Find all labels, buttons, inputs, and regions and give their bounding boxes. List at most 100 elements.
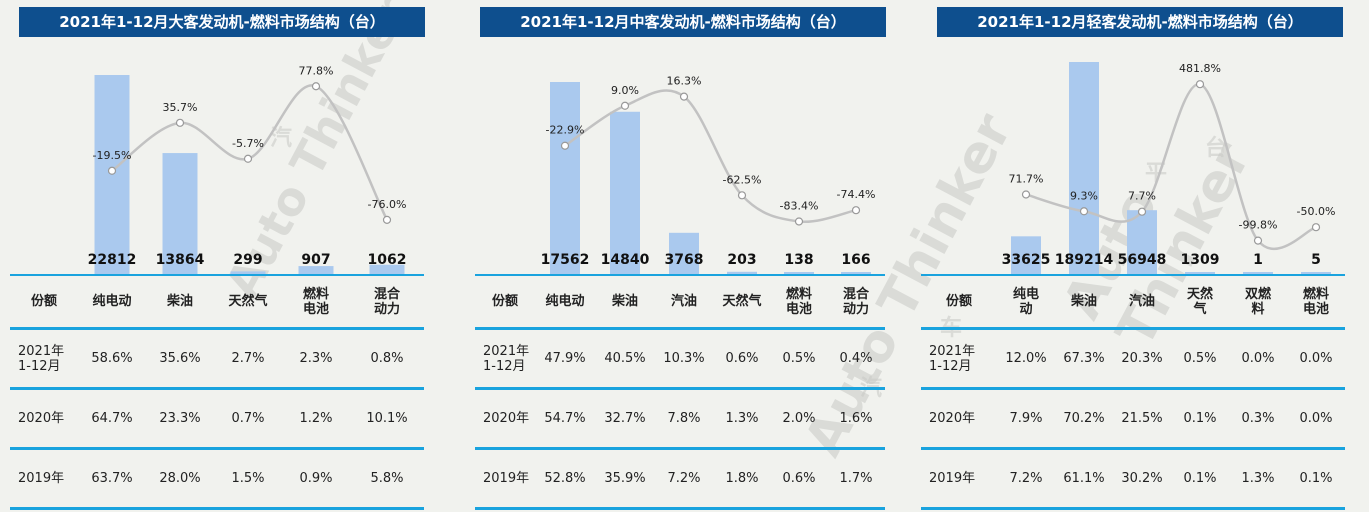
table-header-cell: 天然气 [1171,274,1229,330]
table-cell: 1.8% [713,448,771,510]
table-header-cell: 柴油 [146,274,214,330]
table-cell: 30.2% [1113,448,1171,510]
bar [1243,272,1273,274]
table-cell: 70.2% [1055,388,1113,450]
growth-label: 16.3% [667,75,702,88]
table-cell: 7.2% [997,448,1055,510]
table-header-cell: 份额 [475,274,535,330]
table-cell: 1.3% [713,388,771,450]
table-row: 2019年 63.7% 28.0% 1.5% 0.9% 5.8% [10,448,424,510]
table-row: 2021年 1-12月 12.0% 67.3% 20.3% 0.5% 0.0% 0.0% [921,328,1345,390]
table-row: 2021年 1-12月 47.9% 40.5% 10.3% 0.6% 0.5% 0.4% [475,328,885,390]
table-header-row: 份额 纯电动 柴油 汽油 天然气 燃料 电池 混合 动力 [475,274,885,330]
growth-label: -62.5% [723,173,762,186]
table-header-cell: 份额 [10,274,78,330]
bar [841,272,871,274]
bar [550,82,580,274]
bar [230,271,266,274]
growth-point [1021,190,1031,199]
growth-label: -99.8% [1239,219,1278,232]
value-label: 1062 [368,252,407,268]
table-cell: 58.6% [78,328,146,390]
growth-point [737,191,747,200]
table-cell: 40.5% [595,328,655,390]
table-row: 2021年 1-12月 58.6% 35.6% 2.7% 2.3% 0.8% [10,328,424,390]
table-header-cell: 燃料 电池 [771,274,827,330]
value-label: 56948 [1118,252,1167,268]
table-cell: 0.1% [1171,388,1229,450]
table-cell: 1.5% [214,448,282,510]
row-label: 2021年 1-12月 [475,328,535,390]
table-cell: 54.7% [535,388,595,450]
growth-point [679,92,689,101]
growth-point [382,215,392,224]
growth-label: -76.0% [368,198,407,211]
panel-title: 2021年1-12月中客发动机-燃料市场结构（台） [480,7,886,37]
value-label: 13864 [156,252,205,268]
table-cell: 0.6% [771,448,827,510]
table-header-cell: 柴油 [595,274,655,330]
growth-point [1137,207,1147,216]
table-cell: 35.9% [595,448,655,510]
growth-label: -50.0% [1297,205,1336,218]
table-cell: 7.2% [655,448,713,510]
bar [162,153,198,274]
table-cell: 1.2% [282,388,350,450]
table-cell: 63.7% [78,448,146,510]
bar [1185,272,1215,274]
table-row: 2019年 7.2% 61.1% 30.2% 0.1% 1.3% 0.1% [921,448,1345,510]
table-header-cell: 汽油 [655,274,713,330]
value-label: 189214 [1055,252,1114,268]
panel-title: 2021年1-12月大客发动机-燃料市场结构（台） [19,7,425,37]
table-cell: 67.3% [1055,328,1113,390]
growth-label: 35.7% [163,101,198,114]
row-label: 2019年 [475,448,535,510]
growth-label: -5.7% [232,137,264,150]
growth-label: -22.9% [546,124,585,137]
table-header-cell: 纯电动 [78,274,146,330]
table-cell: 0.1% [1171,448,1229,510]
value-label: 5 [1311,252,1321,268]
panel-large-bus: 2021年1-12月大客发动机-燃料市场结构（台） -19.5% 22812 35.… [0,0,430,512]
bar [1069,62,1099,274]
growth-point [311,82,321,91]
bar [1011,236,1041,274]
table-header-row: 份额 纯电动柴油 汽油 天然气双燃料燃料 电池 [921,274,1345,330]
growth-point [1311,223,1321,232]
table-cell: 2.3% [282,328,350,390]
table-cell: 20.3% [1113,328,1171,390]
table-cell: 64.7% [78,388,146,450]
growth-line [111,84,389,221]
table-row: 2020年 54.7% 32.7% 7.8% 1.3% 2.0% 1.6% [475,388,885,450]
table-header-cell: 燃料 电池 [282,274,350,330]
table-cell: 0.9% [282,448,350,510]
table-header-cell: 天然气 [713,274,771,330]
table-cell: 12.0% [997,328,1055,390]
table-cell: 52.8% [535,448,595,510]
growth-label: 9.0% [611,84,639,97]
growth-point [1079,207,1089,216]
table-cell: 0.4% [827,328,885,390]
growth-point [560,141,570,150]
growth-label: 481.8% [1179,62,1221,75]
table-header-row: 份额 纯电动 柴油 天然气 燃料 电池 混合 动力 [10,274,424,330]
row-label: 2020年 [475,388,535,450]
chart-medium-bus: -22.9% 17562 9.0% 14840 16.3% 3768 -62.5% 203 -8… [541,75,875,275]
table-cell: 7.9% [997,388,1055,450]
row-label: 2019年 [10,448,78,510]
row-label: 2021年 1-12月 [921,328,997,390]
growth-point [794,217,804,226]
growth-point [107,166,117,175]
value-label: 138 [784,252,813,268]
value-label: 203 [727,252,756,268]
growth-point [1253,236,1263,245]
table-cell: 0.8% [350,328,424,390]
panel-medium-bus: 2021年1-12月中客发动机-燃料市场结构（台） -22.9% 17562 9.0… [470,0,890,512]
bar [784,272,814,274]
table-cell: 32.7% [595,388,655,450]
table-cell: 0.0% [1229,328,1287,390]
growth-point [1195,80,1205,89]
bar [1301,272,1331,274]
bar [369,264,405,274]
panel-light-bus: 2021年1-12月轻客发动机-燃料市场结构（台） 71.7% 33625 9.3%… [915,0,1355,512]
